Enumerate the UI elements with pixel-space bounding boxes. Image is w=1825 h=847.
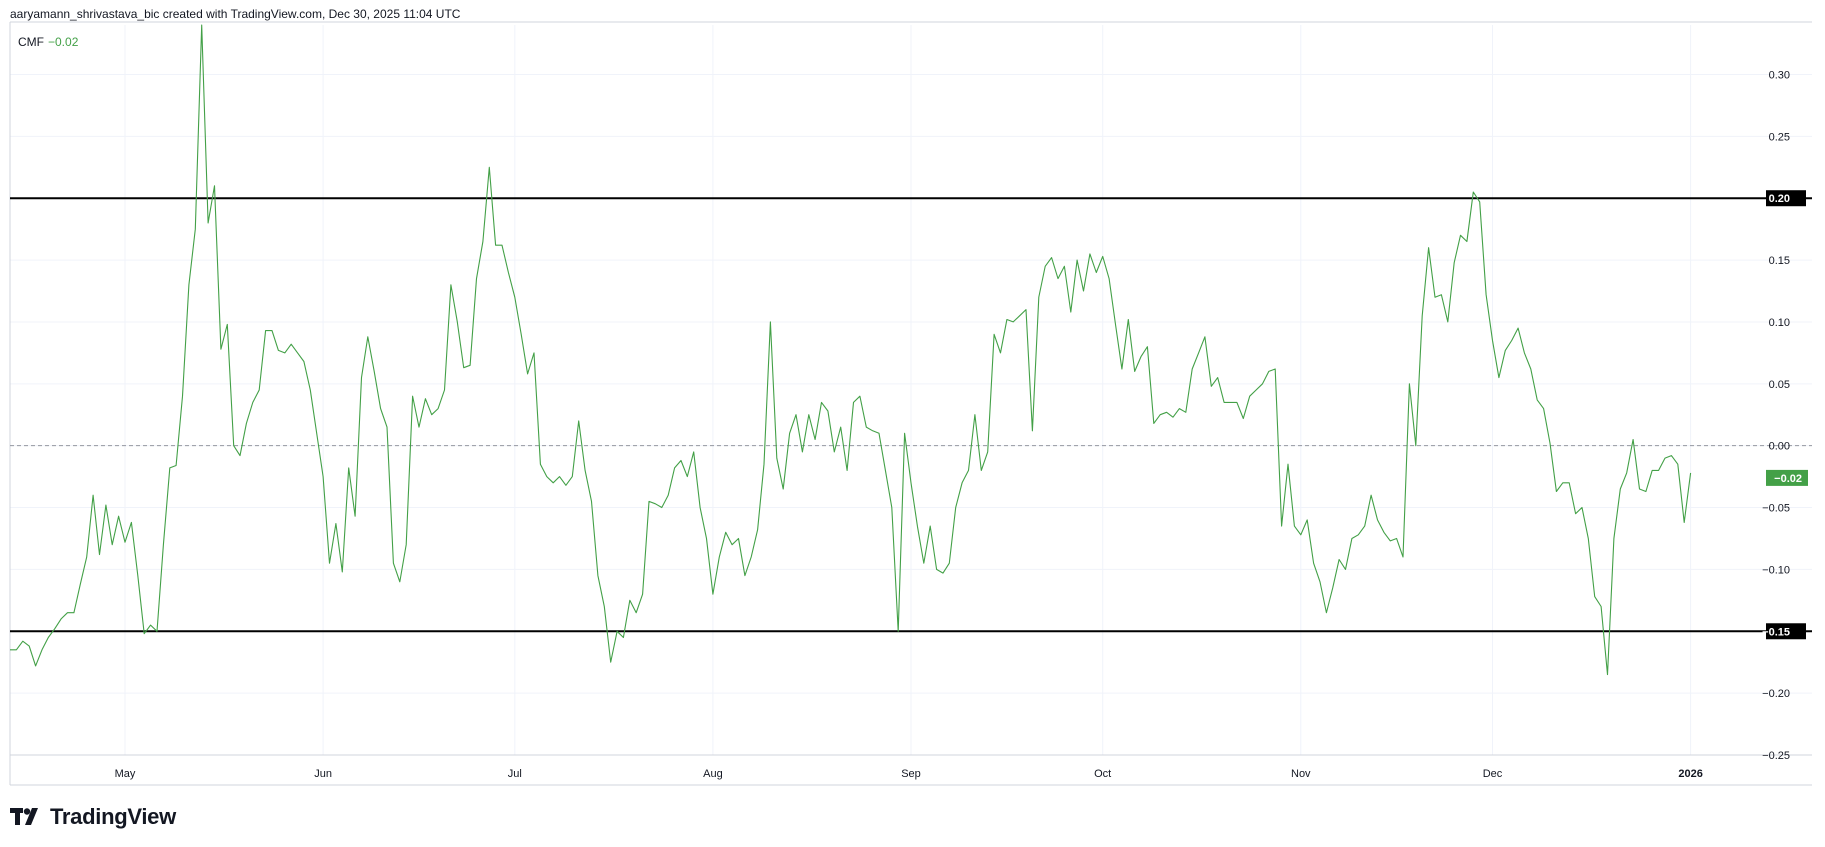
- x-tick-label: Jun: [314, 768, 332, 780]
- x-tick-label: Oct: [1094, 768, 1111, 780]
- chart-credit: aaryamann_shrivastava_bic created with T…: [10, 7, 461, 21]
- indicator-name: CMF: [18, 35, 44, 49]
- indicator-value: −0.02: [48, 35, 79, 49]
- y-tick-label: 0.25: [1769, 131, 1790, 143]
- series-layer: [10, 24, 1692, 676]
- y-tick-label: 0.00: [1769, 441, 1790, 453]
- y-tick-label: 0.30: [1769, 69, 1790, 81]
- level-badge-label: 0.20: [1769, 193, 1790, 205]
- last-value-label: −0.02: [1774, 473, 1802, 485]
- x-tick-label: 2026: [1678, 768, 1702, 780]
- indicator-legend: CMF −0.02: [18, 35, 78, 49]
- x-tick-label: Sep: [901, 768, 921, 780]
- x-tick-label: Nov: [1291, 768, 1311, 780]
- price-axis[interactable]: 0.30 0.25 0.15 0.10 0.05 0.00 −0.05 −0.10 −0.20 −…: [1762, 69, 1808, 762]
- y-tick-label: 0.10: [1769, 317, 1790, 329]
- x-tick-label: May: [115, 768, 136, 780]
- chart-frame: [9, 21, 1812, 786]
- y-tick-label: −0.20: [1762, 688, 1790, 700]
- y-tick-label: −0.05: [1762, 503, 1790, 515]
- tradingview-logo-icon: [10, 808, 38, 825]
- level-badge-label: −0.15: [1762, 626, 1790, 638]
- level-badge: [1766, 190, 1806, 207]
- cmf-chart[interactable]: 0.30 0.25 0.15 0.10 0.05 0.00 −0.05 −0.10 −0.20 −…: [0, 0, 1825, 790]
- tradingview-brand-name: TradingView: [50, 804, 176, 829]
- x-tick-label: Dec: [1483, 768, 1503, 780]
- tradingview-logo[interactable]: TradingView: [10, 804, 176, 830]
- x-tick-label: Aug: [703, 768, 723, 780]
- y-tick-label: 0.05: [1769, 379, 1790, 391]
- last-value-badge: [1766, 469, 1808, 486]
- y-tick-label: −0.10: [1762, 564, 1790, 576]
- y-tick-label: 0.15: [1769, 255, 1790, 267]
- time-axis[interactable]: May Jun Jul Aug Sep Oct Nov Dec 2026: [115, 768, 1703, 780]
- grid-lines: [10, 25, 1812, 756]
- cmf-series-line: [10, 24, 1692, 676]
- level-lines: [10, 197, 1812, 633]
- x-tick-label: Jul: [508, 768, 522, 780]
- level-badge: [1766, 623, 1806, 640]
- y-tick-label: −0.25: [1762, 750, 1790, 762]
